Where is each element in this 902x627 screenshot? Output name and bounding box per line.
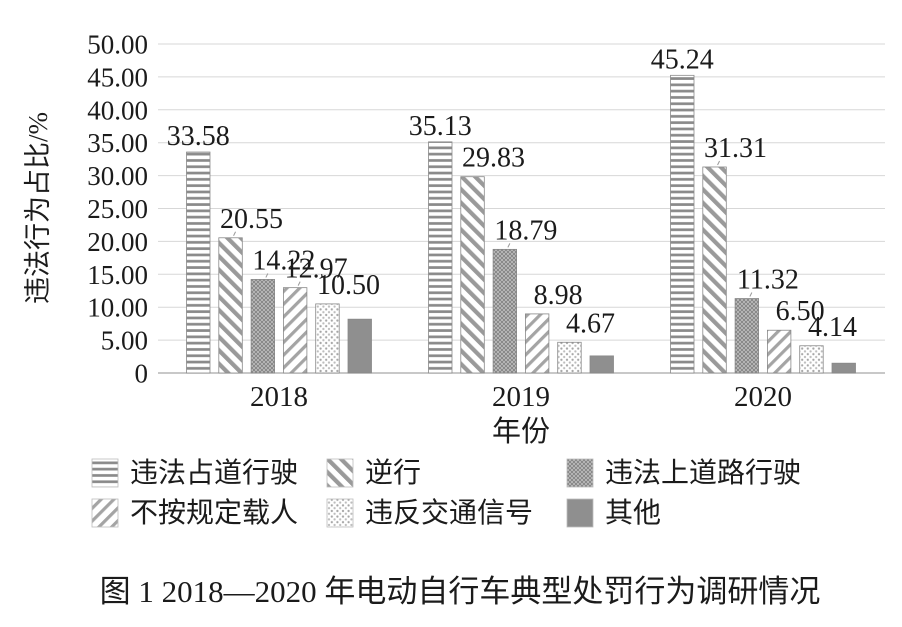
y-tick-label: 15.00 <box>87 260 148 290</box>
y-tick-label: 25.00 <box>87 194 148 224</box>
data-label: 29.83 <box>462 143 525 174</box>
bar-违反交通信号-2018 <box>315 303 340 374</box>
data-label: 8.98 <box>534 280 583 311</box>
x-category-label-2018: 2018 <box>250 381 308 413</box>
data-label: 45.24 <box>651 44 714 75</box>
data-label: 10.50 <box>317 270 380 301</box>
y-tick-label: 20.00 <box>87 227 148 257</box>
bar-其他-2018 <box>347 318 372 374</box>
legend-swatch-diagonal-stripes-down <box>326 458 354 488</box>
bar-违法上道路行驶-2019 <box>492 248 518 374</box>
label-leader-line <box>749 292 753 297</box>
y-tick-label: 45.00 <box>87 62 148 92</box>
bar-违反交通信号-2019 <box>557 341 582 374</box>
label-leader-line <box>507 243 511 248</box>
figure-caption: 图 1 2018—2020 年电动自行车典型处罚行为调研情况 <box>100 574 821 609</box>
bar-违法上道路行驶-2018 <box>250 279 276 374</box>
bar-逆行-2019 <box>460 176 485 374</box>
legend-item-违反交通信号: 违反交通信号 <box>326 497 533 529</box>
y-tick-label: 35.00 <box>87 128 148 158</box>
label-leader-line <box>297 281 301 286</box>
y-tick-label: 0 <box>135 359 149 389</box>
data-label: 31.31 <box>704 133 767 164</box>
bar-违反交通信号-2020 <box>799 345 824 374</box>
bar-逆行-2020 <box>702 166 727 374</box>
legend-item-违法占道行驶: 违法占道行驶 <box>91 457 298 489</box>
y-tick-label: 30.00 <box>87 161 148 191</box>
bar-其他-2020 <box>831 362 856 374</box>
bar-逆行-2018 <box>218 237 243 374</box>
data-label: 4.67 <box>566 308 615 339</box>
data-label: 6.50 <box>776 296 825 327</box>
bar-违法占道行驶-2020 <box>670 74 695 374</box>
data-label: 20.55 <box>220 204 283 235</box>
legend-swatch-horizontal-stripes <box>91 458 119 488</box>
legend-swatch-solid <box>566 498 594 528</box>
data-labels: 33.58 35.13 45.24 20.55 29.83 31.31 14.22 18.79… <box>167 44 857 342</box>
bars <box>186 74 856 374</box>
bar-违法占道行驶-2019 <box>428 141 453 374</box>
x-category-label-2019: 2019 <box>492 381 550 413</box>
legend-swatch-diamond-mesh <box>566 458 594 488</box>
x-category-label-2020: 2020 <box>734 381 792 413</box>
gridlines <box>158 43 885 374</box>
legend-label: 逆行 <box>365 457 421 489</box>
label-leader-line <box>265 273 269 278</box>
data-label: 18.79 <box>494 215 557 246</box>
legend-item-不按规定载人: 不按规定载人 <box>91 497 298 529</box>
legend-swatch-dot-grid <box>326 498 354 528</box>
data-label: 11.32 <box>737 265 799 296</box>
bar-不按规定载人-2018 <box>282 287 308 374</box>
bar-不按规定载人-2019 <box>525 313 550 374</box>
bar-违法上道路行驶-2020 <box>734 298 759 374</box>
data-label: 12.97 <box>285 254 348 285</box>
legend-label: 违法上道路行驶 <box>605 457 801 489</box>
y-axis-tick-labels: 05.0010.0015.0020.0025.0030.0035.0040.00… <box>87 30 148 389</box>
x-axis-title: 年份 <box>492 415 550 448</box>
legend-item-违法上道路行驶: 违法上道路行驶 <box>566 457 801 489</box>
bar-不按规定载人-2020 <box>767 329 792 374</box>
y-axis-title: 违法行为占比/% <box>23 112 53 304</box>
y-tick-label: 40.00 <box>87 95 148 125</box>
y-tick-label: 10.00 <box>87 293 148 323</box>
data-label: 35.13 <box>409 111 472 142</box>
label-leader-lines <box>233 160 753 297</box>
bar-违法占道行驶-2018 <box>186 151 211 374</box>
y-tick-label: 50.00 <box>87 30 148 60</box>
data-label: 4.14 <box>808 312 857 343</box>
bar-其他-2019 <box>589 355 614 374</box>
x-axis-category-labels: 2018 2019 2020 <box>250 381 792 413</box>
data-label: 33.58 <box>167 121 230 152</box>
y-tick-label: 5.00 <box>101 326 148 356</box>
legend-label: 违反交通信号 <box>365 497 533 529</box>
legend-item-其他: 其他 <box>566 497 661 529</box>
legend-label: 不按规定载人 <box>130 497 298 529</box>
data-label: 14.22 <box>252 245 315 276</box>
legend-item-逆行: 逆行 <box>326 457 421 489</box>
label-leader-line <box>717 160 720 166</box>
legend-label: 违法占道行驶 <box>130 457 298 489</box>
legend-label: 其他 <box>605 497 661 529</box>
legend-swatch-diagonal-stripes-up <box>91 498 119 528</box>
label-leader-line <box>233 231 236 237</box>
